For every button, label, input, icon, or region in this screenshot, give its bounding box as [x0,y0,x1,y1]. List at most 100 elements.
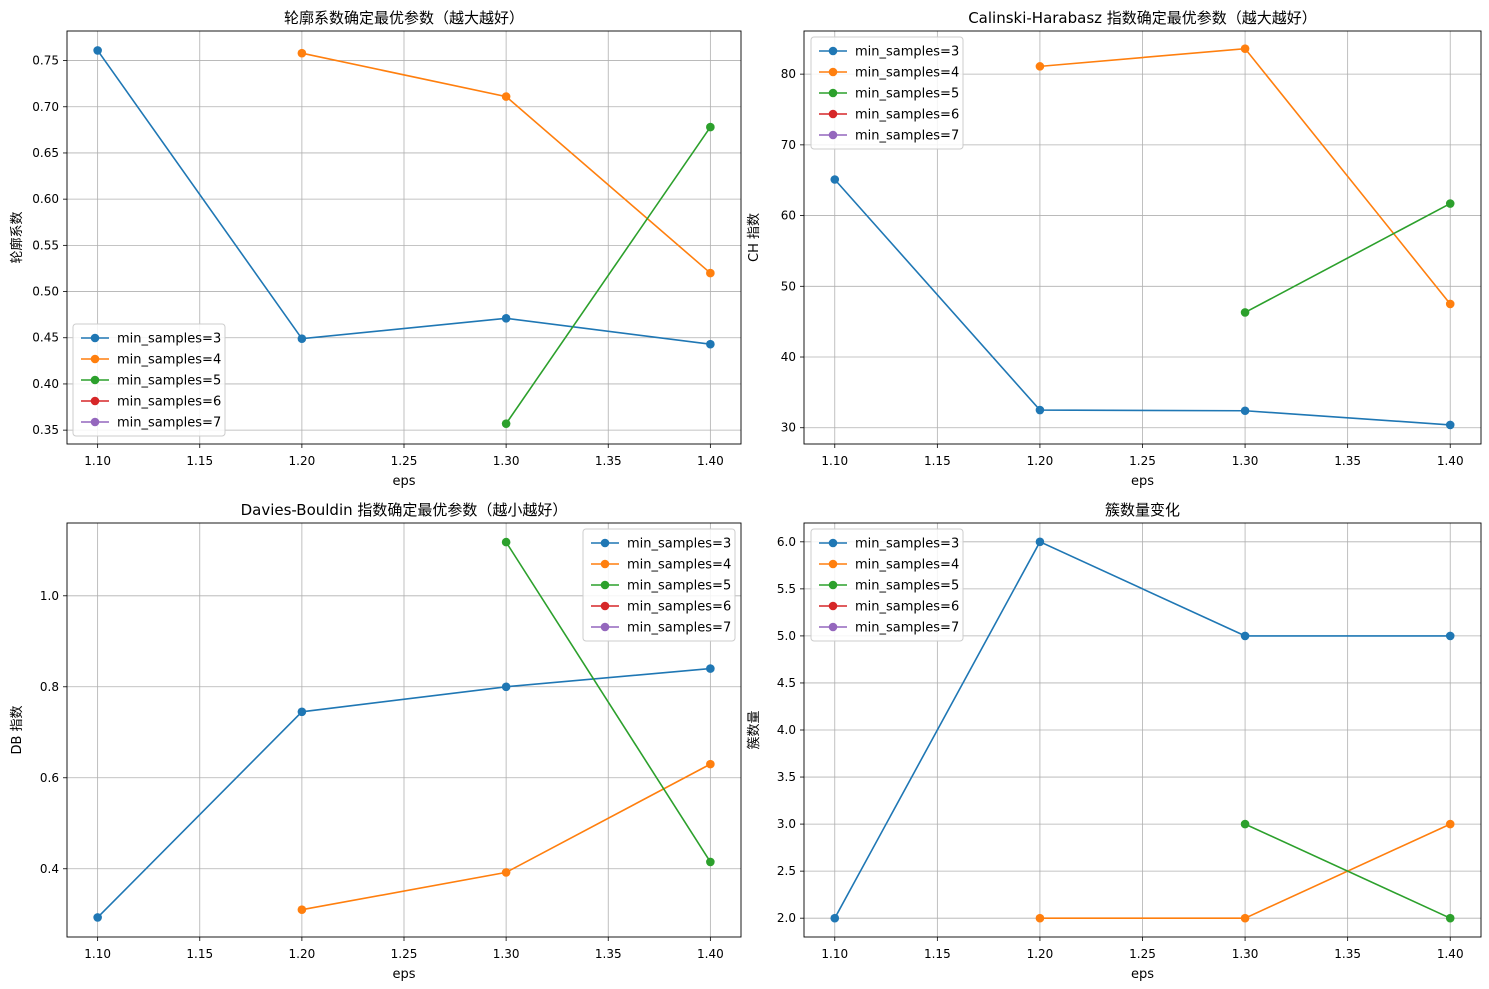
x-tick-label: 1.10 [821,454,848,468]
data-point [830,175,840,184]
legend-label: min_samples=4 [855,66,959,81]
data-point [1240,819,1250,829]
x-tick-label: 1.35 [595,947,622,961]
legend: min_samples=3 min_samples=4 min_samples=5m… [72,323,226,437]
data-point [93,913,102,922]
series-line-3 [1244,202,1451,314]
legend-marker [600,538,610,548]
x-tick-label: 1.25 [391,947,418,961]
legend-label: min_samples=7 [117,416,221,431]
legend-box [72,323,226,437]
y-tick-label: 40 [781,350,796,364]
chart-title: Calinski-Harabasz 指数确定最优参数（越大越好） [968,9,1317,27]
legend-marker [828,622,838,632]
y-tick-label: 3.0 [777,817,796,831]
data-point [1240,913,1250,923]
x-tick-label: 1.35 [595,454,622,468]
x-tick-label: 1.15 [924,454,951,468]
series-line-3 [505,541,712,863]
x-tick-label: 1.10 [821,947,848,961]
legend-marker [828,109,838,119]
legend-label: min_samples=3 [855,45,959,60]
data-point [1240,406,1250,416]
y-axis-label: 簇数量 [747,710,762,749]
x-tick-label: 1.30 [1232,947,1259,961]
x-tick-label: 1.15 [186,947,213,961]
chart-panel-4: 1.10 1.15 1.20 1.25 1.30 1.35 1.40 2.0 2.5 3.0 3.5… [747,501,1482,982]
x-tick-label: 1.25 [1129,947,1156,961]
y-tick-label: 80 [781,67,796,81]
x-tick-label: 1.20 [1027,454,1054,468]
x-axis-label: eps [392,967,415,982]
chart-title: 轮廓系数确定最优参数（越大越好） [284,9,524,27]
data-point [93,46,102,55]
data-point [501,314,511,323]
legend-box [810,36,964,150]
y-tick-label: 6.0 [777,535,796,549]
data-point [1445,420,1455,430]
data-point [1035,62,1045,71]
x-tick-label: 1.10 [84,454,111,468]
series-line-1 [96,49,711,346]
legend-box [582,528,736,642]
y-tick-label: 70 [781,138,796,152]
legend-label: min_samples=6 [627,600,731,615]
x-axis-label: eps [1131,967,1154,982]
y-tick-label: 3.5 [777,770,796,784]
legend-label: min_samples=3 [855,537,959,552]
x-axis-label: eps [1131,474,1154,489]
y-tick-label: 0.55 [32,238,59,252]
x-tick-label: 1.30 [493,454,520,468]
x-axis-label: eps [392,474,415,489]
y-axis-label: CH 指数 [747,213,762,262]
legend-marker [600,622,610,632]
series-line-3 [1244,823,1451,919]
legend-label: min_samples=4 [627,558,731,573]
x-tick-label: 1.35 [1334,454,1361,468]
y-tick-label: 2.5 [777,864,796,878]
x-tick-label: 1.25 [1129,454,1156,468]
legend-marker [828,601,838,611]
y-tick-label: 5.0 [777,629,796,643]
y-tick-label: 4.5 [777,676,796,690]
data-point [501,537,511,547]
y-tick-label: 0.65 [32,146,59,160]
chart-panel-2: 1.10 1.15 1.20 1.25 1.30 1.35 1.40 30 40 50 60 70 80… [747,9,1482,489]
y-tick-label: 0.8 [40,680,59,694]
y-tick-label: 0.45 [32,331,59,345]
legend-box [810,528,964,642]
data-point [706,268,715,278]
y-tick-label: 0.75 [32,54,59,68]
legend-marker [828,559,838,569]
data-point [297,48,307,58]
legend-label: min_samples=3 [117,332,221,347]
chart-title: Davies-Bouldin 指数确定最优参数（越小越好） [241,501,568,519]
x-tick-label: 1.40 [1437,947,1464,961]
legend: min_samples=3 min_samples=4 min_samples=5m… [810,528,964,642]
series-line-1 [834,178,1451,426]
data-point [706,759,715,769]
y-tick-label: 0.4 [40,862,59,876]
legend-marker [600,580,610,590]
chart-panel-1: 1.10 1.15 1.20 1.25 1.30 1.35 1.40 0.35 0.40 0.45… [9,9,742,489]
data-point [1445,819,1455,829]
legend-label: min_samples=4 [117,353,221,368]
data-point [501,682,511,692]
x-tick-label: 1.40 [1437,454,1464,468]
data-point [1035,537,1045,547]
legend-marker [828,130,838,140]
legend: min_samples=3 min_samples=4 min_samples=5m… [582,528,736,642]
legend-marker [90,417,100,427]
y-tick-label: 1.0 [40,589,59,603]
legend-marker [90,396,100,406]
legend-label: min_samples=7 [627,621,731,636]
data-point [297,905,307,915]
series-line-1 [97,667,711,919]
x-tick-label: 1.40 [697,947,724,961]
y-tick-label: 4.0 [777,723,796,737]
legend-label: min_samples=5 [855,579,959,594]
legend-label: min_samples=3 [627,537,731,552]
chart-panel-3: 1.10 1.15 1.20 1.25 1.30 1.35 1.40 0.4 0.6 0.8 1.0… [10,501,742,982]
legend-label: min_samples=5 [117,374,221,389]
